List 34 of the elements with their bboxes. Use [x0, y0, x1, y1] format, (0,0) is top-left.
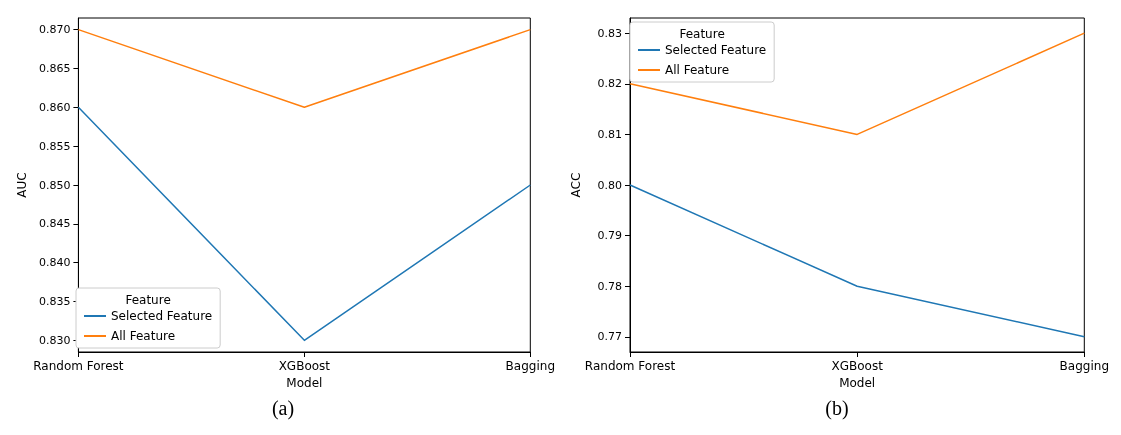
y-tick-label: 0.840: [38, 256, 71, 270]
legend-label: Selected Feature: [111, 309, 213, 323]
y-tick-label: 0.80: [597, 178, 622, 192]
x-tick-label: Bagging: [505, 359, 556, 373]
legend-title: Feature: [679, 26, 725, 41]
text: (a): [271, 397, 295, 420]
x-tick-label: XGBoost: [831, 359, 884, 373]
y-tick-label: 0.835: [38, 295, 71, 309]
x-tick-label: Random Forest: [584, 359, 676, 373]
legend-label: All Feature: [111, 329, 176, 343]
y-axis-title: ACC: [569, 172, 583, 198]
text: (b): [825, 397, 849, 420]
y-tick-label: 0.860: [38, 100, 71, 114]
x-axis-title: Model: [839, 375, 876, 390]
y-tick-label: 0.830: [38, 333, 71, 347]
y-tick-label: 0.865: [38, 61, 71, 75]
x-tick-label: XGBoost: [278, 359, 331, 373]
legend-label: Selected Feature: [665, 43, 767, 57]
y-tick-label: 0.83: [597, 26, 622, 40]
y-tick-label: 0.855: [38, 139, 71, 153]
x-tick-label: Random Forest: [33, 359, 124, 373]
y-tick-label: 0.870: [38, 23, 71, 37]
x-tick-label: Bagging: [1059, 359, 1110, 373]
legend-label: All Feature: [665, 63, 730, 77]
y-axis-title: AUC: [15, 172, 29, 198]
y-tick-label: 0.850: [38, 178, 71, 192]
x-axis-title: Model: [286, 375, 323, 390]
y-tick-label: 0.81: [597, 127, 622, 141]
legend-title: Feature: [125, 292, 171, 307]
y-tick-label: 0.78: [597, 279, 622, 293]
y-tick-label: 0.845: [38, 217, 71, 231]
y-tick-label: 0.79: [597, 229, 622, 243]
y-tick-label: 0.82: [597, 77, 622, 91]
y-tick-label: 0.77: [597, 330, 622, 344]
